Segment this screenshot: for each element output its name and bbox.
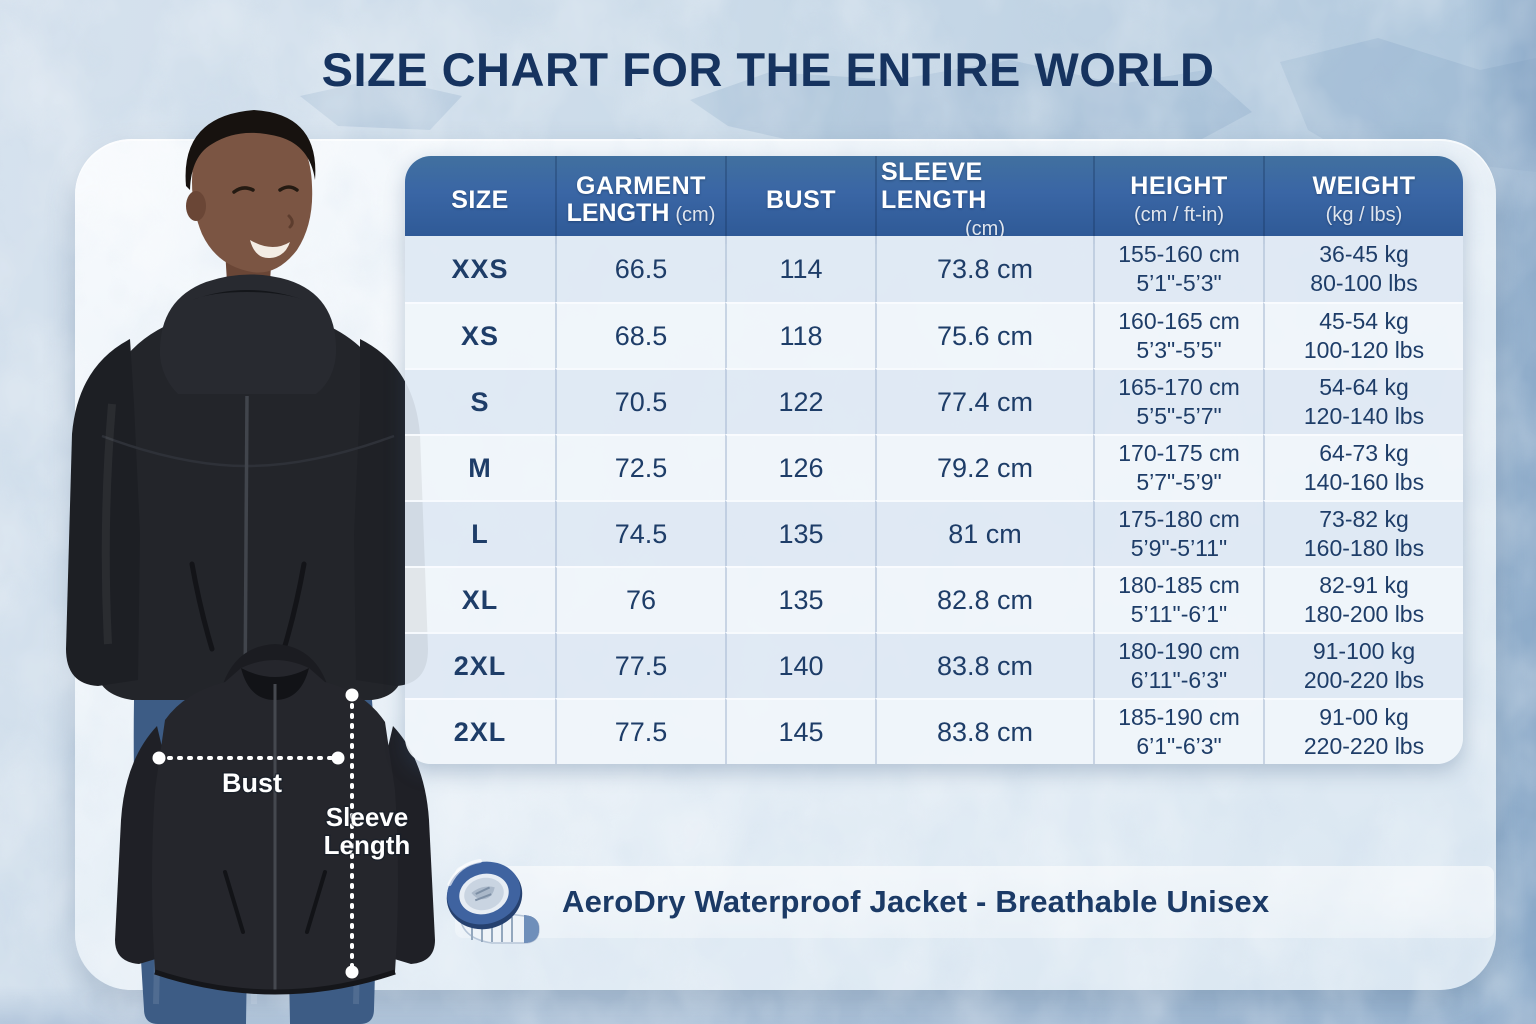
size-cell: XS [405,302,555,368]
size-cell: M [405,434,555,500]
measuring-tape-icon [446,859,540,944]
garment-length-cell: 74.5 [555,500,725,566]
size-cell: L [405,500,555,566]
height-cell: 155-160 cm 5’1"-5’3" [1093,236,1263,302]
smile [250,240,290,259]
weight-cell: 91-00 kg 220-220 lbs [1263,698,1463,764]
weight-cell: 82-91 kg 180-200 lbs [1263,566,1463,632]
bust-cell: 135 [725,566,875,632]
table-row: XXS 66.5 114 73.8 cm 155-160 cm 5’1"-5’3"… [405,236,1463,302]
weight-cell: 73-82 kg 160-180 lbs [1263,500,1463,566]
table-row: M 72.5 126 79.2 cm 170-175 cm 5’7"-5’9" 6… [405,434,1463,500]
column-header-garment-length: GARMENT LENGTH (cm) [555,156,725,244]
product-caption-bar [455,866,1494,938]
sleeve-length-cell: 77.4 cm [875,368,1093,434]
sleeve-length-cell: 73.8 cm [875,236,1093,302]
ear [186,191,206,221]
page-title: SIZE CHART FOR THE ENTIRE WORLD [321,43,1215,96]
table-header-row: SIZE GARMENT LENGTH (cm) BUST SLEEVE LENG… [405,156,1463,244]
garment-length-cell: 70.5 [555,368,725,434]
garment-length-cell: 68.5 [555,302,725,368]
bust-cell: 140 [725,632,875,698]
bust-label: Bust [222,768,282,798]
table-row: S 70.5 122 77.4 cm 165-170 cm 5’5"-5’7" 5… [405,368,1463,434]
face [192,116,313,273]
sleeve-length-cell: 75.6 cm [875,302,1093,368]
sleeve-length-label-line2: Length [324,830,411,860]
weight-cell: 45-54 kg 100-120 lbs [1263,302,1463,368]
table-row: 2XL 77.5 145 83.8 cm 185-190 cm 6’1"-6’3"… [405,698,1463,764]
product-name: AeroDry Waterproof Jacket - Breathable U… [562,884,1270,919]
weight-cell: 54-64 kg 120-140 lbs [1263,368,1463,434]
column-header-weight: WEIGHT (kg / lbs) [1263,156,1463,244]
weight-cell: 36-45 kg 80-100 lbs [1263,236,1463,302]
sleeve-length-cell: 83.8 cm [875,632,1093,698]
height-cell: 185-190 cm 6’1"-6’3" [1093,698,1263,764]
size-table: SIZE GARMENT LENGTH (cm) BUST SLEEVE LENG… [405,156,1463,764]
bust-cell: 122 [725,368,875,434]
sleeve-length-cell: 79.2 cm [875,434,1093,500]
sleeve-measure-line [345,688,359,979]
height-cell: 180-185 cm 5’11"-6’1" [1093,566,1263,632]
column-header-size: SIZE [451,186,509,214]
column-header-bust: BUST [725,156,875,244]
table-body: XXS 66.5 114 73.8 cm 155-160 cm 5’1"-5’3"… [405,236,1463,764]
table-row: 2XL 77.5 140 83.8 cm 180-190 cm 6’11"-6’3… [405,632,1463,698]
table-row: L 74.5 135 81 cm 175-180 cm 5’9"-5’11" 73… [405,500,1463,566]
bust-cell: 118 [725,302,875,368]
bust-cell: 135 [725,500,875,566]
hood-collar [159,274,337,394]
sleeve-length-cell: 83.8 cm [875,698,1093,764]
column-header-sleeve-length: SLEEVE LENGTH (cm) [875,156,1093,244]
height-cell: 175-180 cm 5’9"-5’11" [1093,500,1263,566]
jacket-torso [95,305,405,700]
sleeve-length-cell: 82.8 cm [875,566,1093,632]
weight-cell: 91-100 kg 200-220 lbs [1263,632,1463,698]
height-cell: 165-170 cm 5’5"-5’7" [1093,368,1263,434]
weight-cell: 64-73 kg 140-160 lbs [1263,434,1463,500]
garment-length-cell: 77.5 [555,632,725,698]
height-cell: 180-190 cm 6’11"-6’3" [1093,632,1263,698]
garment-length-cell: 72.5 [555,434,725,500]
bust-cell: 114 [725,236,875,302]
sleeve-length-cell: 81 cm [875,500,1093,566]
height-cell: 170-175 cm 5’7"-5’9" [1093,434,1263,500]
size-cell: 2XL [405,632,555,698]
table-row: XS 68.5 118 75.6 cm 160-165 cm 5’3"-5’5" … [405,302,1463,368]
jacket-left-arm [66,339,140,686]
table-row: XL 76 135 82.8 cm 180-185 cm 5’11"-6’1" 8… [405,566,1463,632]
column-header-height: HEIGHT (cm / ft-in) [1093,156,1263,244]
jacket-measurement-diagram: Bust Sleeve Length [115,644,435,995]
bust-cell: 126 [725,434,875,500]
hair [185,110,316,190]
bust-cell: 145 [725,698,875,764]
size-cell: XXS [405,236,555,302]
bust-measure-line [152,751,345,765]
garment-length-cell: 66.5 [555,236,725,302]
height-cell: 160-165 cm 5’3"-5’5" [1093,302,1263,368]
garment-length-cell: 77.5 [555,698,725,764]
garment-length-cell: 76 [555,566,725,632]
size-cell: S [405,368,555,434]
sleeve-length-label-line1: Sleeve [326,802,408,832]
size-cell: 2XL [405,698,555,764]
size-cell: XL [405,566,555,632]
